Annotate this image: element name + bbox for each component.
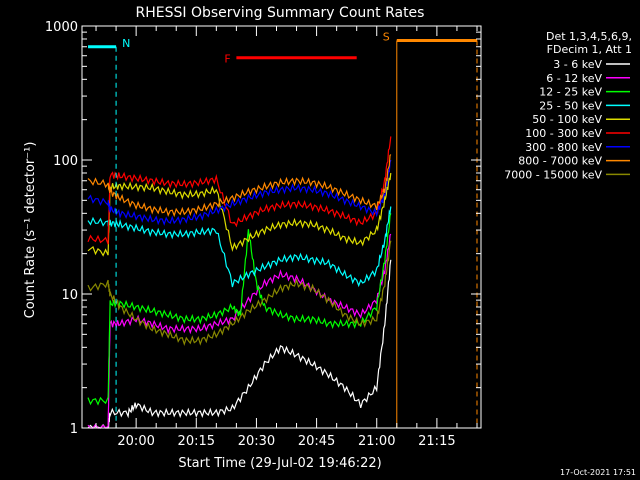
- x-tick-label: 20:30: [238, 434, 275, 449]
- x-axis-label: Start Time (29-Jul-02 19:46:22): [178, 456, 381, 471]
- series-line: [87, 159, 392, 226]
- plot-frame: [81, 25, 482, 429]
- y-tick-label: 10: [61, 288, 78, 303]
- legend-entry: 6 - 12 keV: [546, 72, 602, 85]
- chart-title: RHESSI Observing Summary Count Rates: [136, 5, 425, 21]
- series-line: [87, 206, 392, 288]
- legend-header: Det 1,3,4,5,6,9,: [546, 30, 632, 43]
- legend-entry: 100 - 300 keV: [525, 127, 602, 140]
- series-line: [87, 172, 392, 257]
- timestamp: 17-Oct-2021 17:51: [560, 468, 636, 477]
- x-tick-label: 20:15: [178, 434, 215, 449]
- x-tick-label: 20:45: [298, 434, 335, 449]
- legend-entry: 12 - 25 keV: [539, 86, 602, 99]
- y-axis-label: Count Rate (s⁻¹ detector⁻¹): [23, 142, 38, 319]
- legend-header: FDecim 1, Att 1: [547, 43, 632, 56]
- y-tick-label: 1000: [45, 20, 78, 35]
- series-line: [87, 213, 392, 406]
- flag-label: S: [383, 30, 390, 43]
- flag-label: F: [224, 53, 230, 66]
- y-tick-label: 100: [53, 154, 78, 169]
- legend-entry: 3 - 6 keV: [553, 58, 602, 71]
- x-tick-label: 21:00: [358, 434, 395, 449]
- legend: Det 1,3,4,5,6,9,FDecim 1, Att 1 3 - 6 keV…: [504, 30, 632, 181]
- x-tick-label: 20:00: [117, 434, 154, 449]
- legend-entry: 300 - 800 keV: [525, 141, 602, 154]
- series-line: [87, 259, 392, 429]
- legend-entry: 25 - 50 keV: [539, 99, 602, 112]
- legend-entry: 50 - 100 keV: [532, 113, 602, 126]
- x-tick-label: 21:15: [418, 434, 455, 449]
- legend-entry: 800 - 7000 keV: [518, 155, 602, 168]
- legend-entry: 7000 - 15000 keV: [504, 168, 602, 181]
- series-line: [87, 136, 392, 245]
- series-line: [87, 240, 392, 346]
- flag-label: N: [122, 37, 130, 50]
- series-line: [87, 154, 392, 218]
- y-tick-label: 1: [70, 422, 78, 437]
